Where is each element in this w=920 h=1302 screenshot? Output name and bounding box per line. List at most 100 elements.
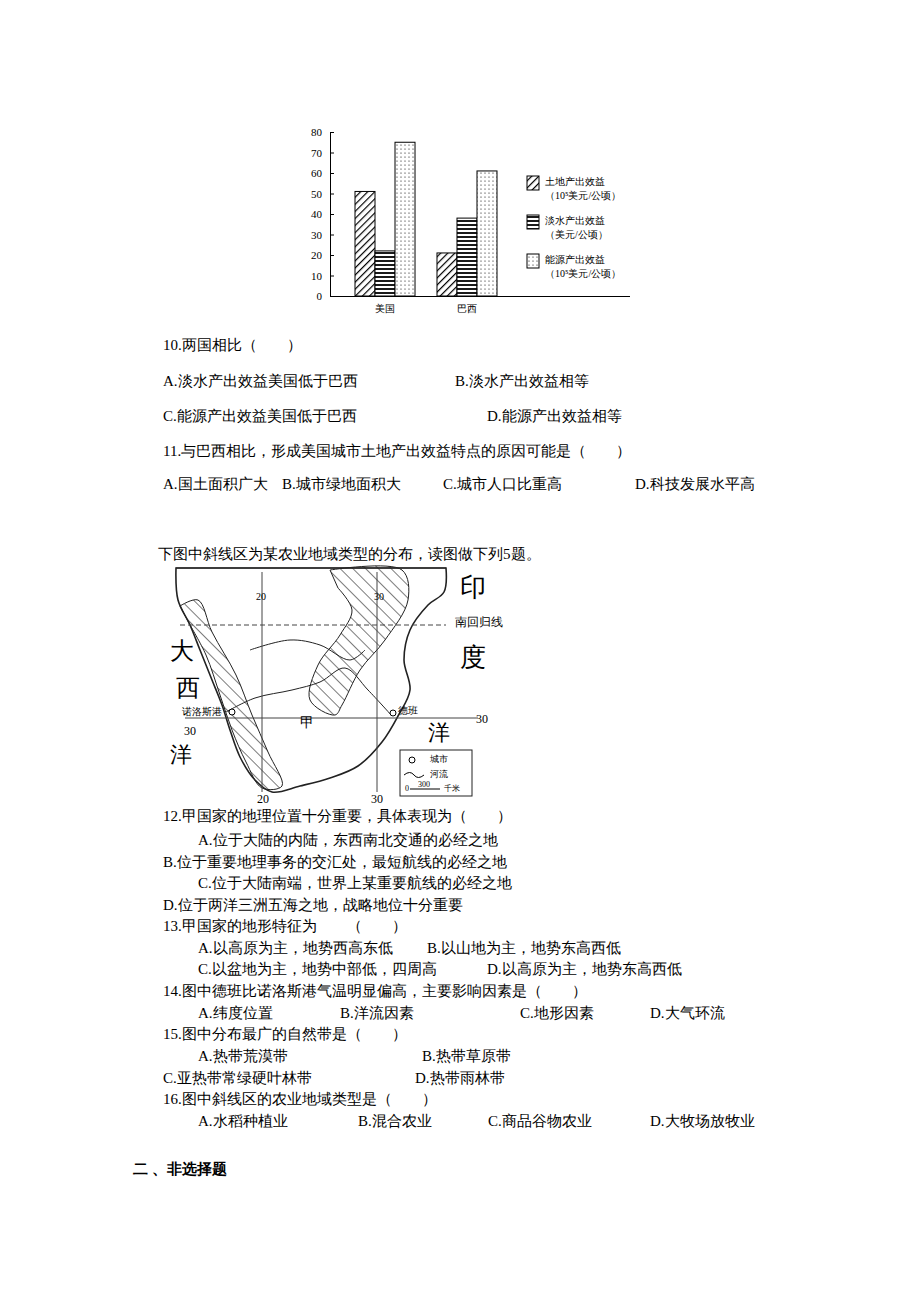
tick-label: 30 bbox=[311, 229, 323, 241]
tick-label: 0 bbox=[317, 290, 323, 302]
question-stem: 13.甲国家的地形特征为 （ ） bbox=[163, 918, 407, 934]
bar bbox=[375, 251, 395, 296]
tick-label: 10 bbox=[311, 270, 323, 282]
map-label: 河流 bbox=[430, 769, 448, 779]
page: 01020304050607080美国巴西土地产出效益（10⁵美元/公顷）淡水产… bbox=[0, 0, 920, 1302]
question-option: C.亚热带常绿硬叶林带 bbox=[163, 1070, 312, 1086]
map-intro: 下图中斜线区为某农业地域类型的分布，读图做下列5题。 bbox=[158, 546, 541, 562]
question-option: D.能源产出效益相等 bbox=[487, 408, 622, 424]
map-label: 300 bbox=[418, 780, 430, 789]
question-option: A.热带荒漠带 bbox=[198, 1048, 288, 1064]
map-label: 大 bbox=[170, 638, 194, 664]
tick: 美国 bbox=[375, 303, 395, 314]
question-option: B.以山地为主，地势东高西低 bbox=[427, 940, 621, 956]
tick-mark bbox=[330, 153, 334, 154]
map-label: 20 bbox=[257, 792, 269, 806]
question-option: A.水稻种植业 bbox=[198, 1113, 288, 1129]
questions-a: 10.两国相比（ ）A.淡水产出效益美国低于巴西B.淡水产出效益相等C.能源产出… bbox=[163, 337, 755, 492]
legend-label: 土地产出效益 bbox=[545, 176, 605, 187]
question-stem: 12.甲国家的地理位置十分重要，具体表现为（ ） bbox=[163, 808, 512, 824]
tick-mark bbox=[330, 235, 334, 236]
section-title: 二 、非选择题 bbox=[133, 1161, 227, 1177]
border bbox=[226, 668, 392, 716]
axis-line bbox=[330, 296, 630, 297]
tick: 10 bbox=[311, 270, 334, 282]
map-label: 德班 bbox=[398, 705, 418, 716]
legend: 土地产出效益（10⁵美元/公顷）淡水产出效益（美元/公顷）能源产出效益（10⁵美… bbox=[527, 176, 621, 279]
tick: 50 bbox=[311, 188, 334, 200]
question-option: D.位于两洋三洲五海之地，战略地位十分重要 bbox=[163, 897, 463, 913]
question-option: C.地形因素 bbox=[520, 1005, 594, 1021]
question-option: A.以高原为主，地势西高东低 bbox=[198, 940, 393, 956]
map-label: 南回归线 bbox=[455, 615, 503, 629]
latitude-line bbox=[185, 718, 478, 719]
map-label: 度 bbox=[460, 643, 486, 672]
map-label: 30 bbox=[476, 712, 488, 726]
axis-line bbox=[331, 133, 335, 297]
map-label: 诺洛斯港 bbox=[182, 706, 222, 717]
tick-mark bbox=[330, 194, 334, 195]
map-legend bbox=[400, 750, 472, 796]
question-option: A.纬度位置 bbox=[198, 1005, 273, 1021]
question-option: C.以盆地为主，地势中部低，四周高 bbox=[198, 961, 437, 977]
tick-label: 美国 bbox=[375, 303, 395, 314]
tick-mark bbox=[330, 214, 334, 215]
tick: 30 bbox=[311, 229, 334, 241]
map-label: 30 bbox=[371, 792, 383, 806]
question-option: D.热带雨林带 bbox=[415, 1070, 505, 1086]
question-stem: 11.与巴西相比，形成美国城市土地产出效益特点的原因可能是（ ） bbox=[163, 443, 631, 459]
legend-unit: （10⁵美元/公顷） bbox=[545, 190, 621, 201]
map-label: 20 bbox=[256, 591, 266, 602]
question-stem: 15.图中分布最广的自然带是（ ） bbox=[163, 1026, 407, 1042]
question-option: D.科技发展水平高 bbox=[635, 476, 755, 492]
question-stem: 16.图中斜线区的农业地域类型是（ ） bbox=[163, 1091, 437, 1107]
tick-mark bbox=[330, 255, 334, 256]
question-option: C.城市人口比重高 bbox=[443, 476, 562, 492]
map-label: 洋 bbox=[170, 742, 192, 767]
question-option: B.城市绿地面积大 bbox=[282, 476, 401, 492]
map-label: 城市 bbox=[429, 754, 448, 764]
bar bbox=[355, 191, 375, 296]
bar bbox=[437, 253, 457, 296]
question-stem: 10.两国相比（ ） bbox=[163, 337, 302, 353]
legend-label: 淡水产出效益 bbox=[545, 215, 605, 226]
question-stem: 14.图中德班比诺洛斯港气温明显偏高，主要影响因素是（ ） bbox=[163, 983, 587, 999]
longitude-line bbox=[377, 572, 378, 792]
map-label: 西 bbox=[176, 675, 200, 701]
question-option: A.淡水产出效益美国低于巴西 bbox=[163, 373, 358, 389]
map-frame bbox=[176, 567, 446, 568]
river bbox=[250, 640, 365, 660]
legend-swatch bbox=[527, 254, 539, 268]
bars bbox=[355, 142, 497, 296]
question-option: D.以高原为主，地势东高西低 bbox=[487, 961, 682, 977]
bar bbox=[395, 142, 415, 296]
question-option: B.位于重要地理事务的交汇处，最短航线的必经之地 bbox=[163, 854, 507, 870]
map-label: 甲 bbox=[300, 715, 314, 730]
tick: 80 bbox=[311, 126, 334, 138]
map: 印度洋大西洋南回归线诺洛斯港甲德班303020302030城市河流0300千米 bbox=[170, 566, 503, 806]
agri-region bbox=[309, 566, 409, 715]
tick-label: 80 bbox=[311, 126, 323, 138]
map-label: 洋 bbox=[428, 720, 450, 745]
legend-city bbox=[409, 757, 415, 763]
map-label: 印 bbox=[460, 573, 486, 602]
question-option: D.大牧场放牧业 bbox=[650, 1113, 755, 1129]
map-label: 千米 bbox=[444, 784, 460, 793]
map-label: 30 bbox=[184, 724, 196, 738]
map-label: 30 bbox=[374, 591, 384, 602]
legend-swatch bbox=[527, 176, 539, 190]
tick-mark bbox=[330, 173, 334, 174]
tropic-line bbox=[180, 625, 446, 626]
question-option: B.热带草原带 bbox=[422, 1048, 511, 1064]
tick-label: 70 bbox=[311, 147, 323, 159]
city bbox=[390, 710, 396, 716]
question-option: D.大气环流 bbox=[650, 1005, 725, 1021]
legend-label: 能源产出效益 bbox=[545, 254, 605, 265]
legend-unit: （美元/公顷） bbox=[545, 229, 608, 240]
tick: 70 bbox=[311, 147, 334, 159]
question-option: C.商品谷物农业 bbox=[488, 1113, 592, 1129]
tick-label: 巴西 bbox=[457, 303, 477, 314]
question-option: A.国土面积广大 bbox=[163, 476, 268, 492]
chart: 01020304050607080美国巴西土地产出效益（10⁵美元/公顷）淡水产… bbox=[311, 126, 630, 314]
bar bbox=[457, 218, 477, 296]
